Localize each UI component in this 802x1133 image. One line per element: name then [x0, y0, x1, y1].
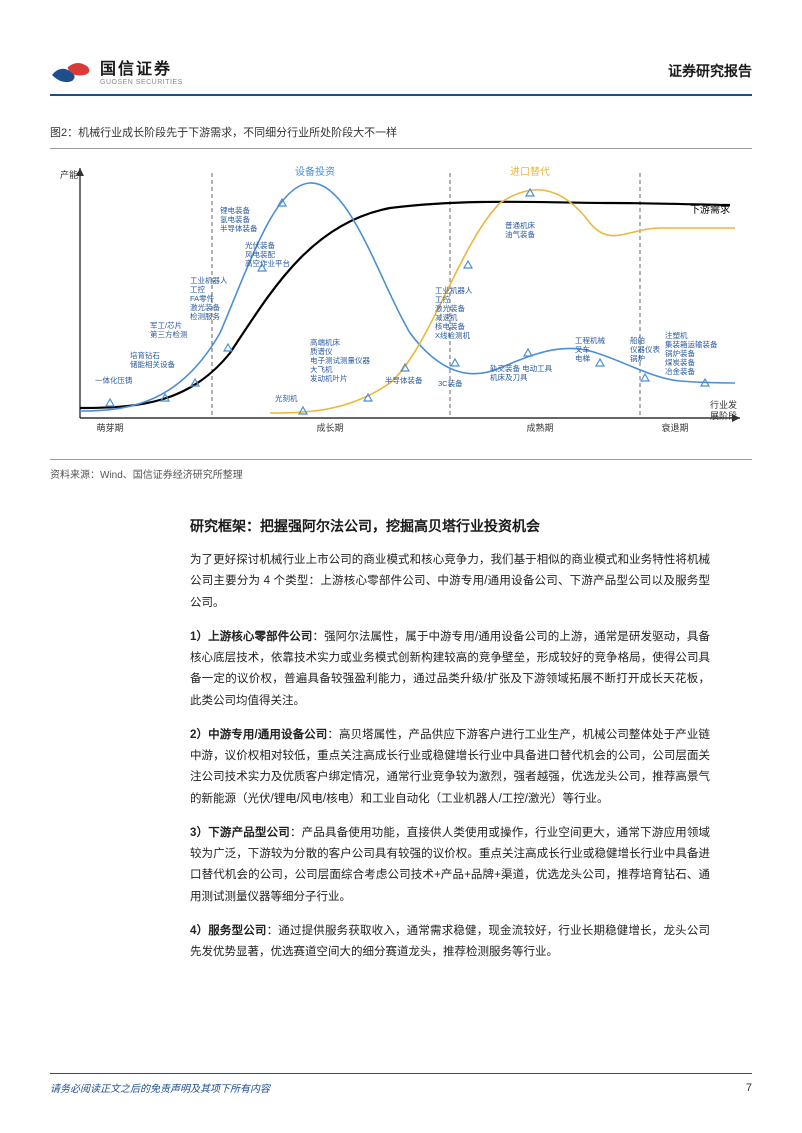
svg-text:叉车: 叉车 [575, 344, 590, 354]
svg-text:工业机器人: 工业机器人 [435, 285, 473, 295]
svg-text:集装箱运输装备: 集装箱运输装备 [665, 339, 718, 349]
svg-text:油气装备: 油气装备 [505, 229, 535, 239]
footer-disclaimer: 请务必阅读正文之后的免责声明及其项下所有内容 [50, 1080, 270, 1095]
svg-text:军工/芯片: 军工/芯片 [150, 320, 182, 330]
svg-text:锅炉装备: 锅炉装备 [665, 348, 695, 358]
svg-text:展阶段: 展阶段 [710, 410, 737, 421]
paragraph-3: 2）中游专用/通用设备公司：高贝塔属性，产品供应下游客户进行工业生产，机械公司整… [190, 725, 710, 810]
logo-text: 国信证券 GUOSEN SECURITIES [100, 55, 183, 86]
svg-text:培育钻石: 培育钻石 [130, 350, 160, 360]
paragraph-2: 1）上游核心零部件公司：强阿尔法属性，属于中游专用/通用设备公司的上游，通常是研… [190, 627, 710, 712]
svg-text:成熟期: 成熟期 [526, 422, 553, 433]
svg-text:行业发: 行业发 [710, 399, 737, 410]
svg-text:氢电装备: 氢电装备 [220, 214, 250, 224]
report-type: 证券研究报告 [668, 61, 752, 81]
svg-text:X线检测机: X线检测机 [435, 330, 471, 340]
svg-text:衰退期: 衰退期 [661, 422, 688, 433]
svg-text:工程机械: 工程机械 [575, 335, 605, 345]
svg-text:产能: 产能 [60, 169, 78, 180]
body-text: 研究框架：把握强阿尔法公司，挖掘高贝塔行业投资机会 为了更好探讨机械行业上市公司… [190, 516, 710, 964]
svg-text:光伏装备: 光伏装备 [245, 240, 275, 250]
svg-text:发动机叶片: 发动机叶片 [310, 373, 348, 383]
chart-source: 资料来源：Wind、国信证券经济研究所整理 [50, 459, 752, 481]
chart-container: 产能行业发展阶段萌芽期 成长期 成熟期 衰退期 下游需求 设备投资 进口替代一体化压铸 培育钻… [50, 148, 752, 481]
svg-text:FA零件: FA零件 [190, 293, 215, 303]
svg-text:储能相关设备: 储能相关设备 [130, 359, 175, 369]
svg-text:半导体装备: 半导体装备 [220, 223, 258, 233]
svg-text:电梯: 电梯 [575, 353, 590, 363]
company-logo: 国信证券 GUOSEN SECURITIES [50, 55, 183, 86]
section-title: 研究框架：把握强阿尔法公司，挖掘高贝塔行业投资机会 [190, 516, 710, 536]
svg-text:高空作业平台: 高空作业平台 [245, 258, 290, 268]
svg-text:减速机: 减速机 [435, 312, 458, 322]
svg-text:检测服务: 检测服务 [190, 311, 220, 321]
svg-text:锅炉: 锅炉 [630, 353, 645, 363]
svg-text:激光装备: 激光装备 [435, 303, 465, 313]
svg-text:普通机床: 普通机床 [505, 220, 535, 230]
svg-text:成长期: 成长期 [316, 422, 343, 433]
paragraph-5: 4）服务型公司：通过提供服务获取收入，通常需求稳健，现金流较好，行业长期稳健增长… [190, 921, 710, 964]
svg-text:下游需求: 下游需求 [690, 203, 730, 216]
svg-text:煤炭装备: 煤炭装备 [665, 357, 695, 367]
svg-text:电子测试测量仪器: 电子测试测量仪器 [310, 355, 370, 365]
svg-text:机床及刀具: 机床及刀具 [490, 372, 528, 382]
svg-text:进口替代: 进口替代 [510, 165, 550, 178]
svg-text:船舶: 船舶 [630, 335, 645, 345]
company-name-en: GUOSEN SECURITIES [100, 79, 183, 86]
svg-text:仪器仪表: 仪器仪表 [630, 344, 660, 354]
page-header: 国信证券 GUOSEN SECURITIES 证券研究报告 [50, 55, 752, 96]
svg-text:质谱仪: 质谱仪 [310, 346, 333, 356]
svg-text:3C装备: 3C装备 [438, 378, 463, 388]
svg-text:光刻机: 光刻机 [275, 393, 298, 403]
paragraph-1: 为了更好探讨机械行业上市公司的商业模式和核心竞争力，我们基于相似的商业模式和业务… [190, 550, 710, 614]
svg-text:一体化压铸: 一体化压铸 [95, 375, 133, 385]
svg-text:锂电装备: 锂电装备 [220, 205, 250, 215]
svg-text:风电装配: 风电装配 [245, 249, 275, 259]
paragraphs: 为了更好探讨机械行业上市公司的商业模式和核心竞争力，我们基于相似的商业模式和业务… [190, 550, 710, 964]
figure-caption: 图2：机械行业成长阶段先于下游需求，不同细分行业所处阶段大不一样 [50, 124, 752, 140]
svg-text:激光装备: 激光装备 [190, 302, 220, 312]
svg-text:工控: 工控 [190, 284, 205, 294]
page-footer: 请务必阅读正文之后的免责声明及其项下所有内容 7 [50, 1073, 752, 1095]
svg-text:轨交装备 电动工具: 轨交装备 电动工具 [490, 363, 553, 373]
company-name-cn: 国信证券 [100, 55, 183, 79]
svg-text:工控: 工控 [435, 294, 450, 304]
footer-page-number: 7 [746, 1082, 752, 1094]
svg-text:萌芽期: 萌芽期 [96, 422, 123, 433]
lifecycle-chart: 产能行业发展阶段萌芽期 成长期 成熟期 衰退期 下游需求 设备投资 进口替代一体化压铸 培育钻… [50, 153, 750, 453]
svg-text:工业机器人: 工业机器人 [190, 275, 228, 285]
svg-text:半导体装备: 半导体装备 [385, 375, 423, 385]
svg-text:第三方检测: 第三方检测 [150, 329, 188, 339]
svg-text:高端机床: 高端机床 [310, 337, 340, 347]
svg-text:设备投资: 设备投资 [295, 165, 335, 178]
svg-text:注塑机: 注塑机 [665, 330, 688, 340]
logo-icon [50, 57, 92, 85]
svg-text:核电装备: 核电装备 [435, 321, 465, 331]
svg-text:大飞机: 大飞机 [310, 364, 333, 374]
paragraph-4: 3）下游产品型公司：产品具备使用功能，直接供人类使用或操作，行业空间更大，通常下… [190, 823, 710, 908]
svg-text:冶金装备: 冶金装备 [665, 366, 695, 376]
